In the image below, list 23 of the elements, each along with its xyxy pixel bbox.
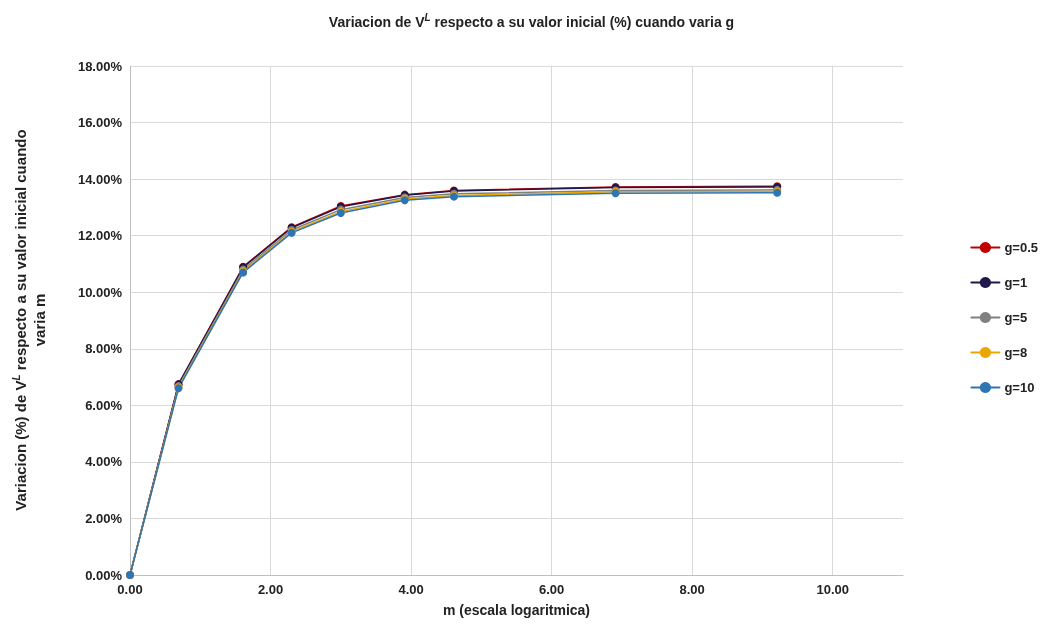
y-tick-label: 4.00% — [85, 454, 123, 470]
x-tick-label: 2.00 — [257, 582, 284, 597]
y-tick-label: 18.00% — [77, 58, 123, 74]
y-tick-label: 8.00% — [85, 341, 123, 357]
legend-label: g=10 — [1004, 380, 1035, 395]
chart-title: Variacion de V$^{L}$ respecto a su valor inicial (%) cuando varia g — [327, 12, 736, 30]
legend-label: g=1 — [1004, 275, 1028, 290]
x-tick-label: 0.00 — [117, 582, 143, 597]
y-tick-label: 6.00% — [85, 397, 123, 413]
y-tick-label: 10.00% — [77, 284, 123, 300]
y-tick-label: 14.00% — [77, 171, 123, 187]
x-tick-label: 8.00 — [679, 582, 705, 597]
x-tick-label: 6.00 — [538, 582, 565, 597]
y-tick-label: 16.00% — [77, 115, 123, 131]
y-tick-label: 2.00% — [85, 510, 123, 526]
legend-label: g=8 — [1004, 345, 1028, 360]
x-axis-title: m (escala logaritmica) — [442, 602, 591, 618]
y-tick-label: 0.00% — [85, 567, 123, 583]
legend-label: g=0.5 — [1004, 240, 1038, 255]
legend-label: g=5 — [1004, 310, 1028, 325]
y-tick-label: 12.00% — [77, 228, 123, 244]
x-tick-label: 4.00 — [398, 582, 424, 597]
x-tick-label: 10.00 — [816, 582, 849, 597]
